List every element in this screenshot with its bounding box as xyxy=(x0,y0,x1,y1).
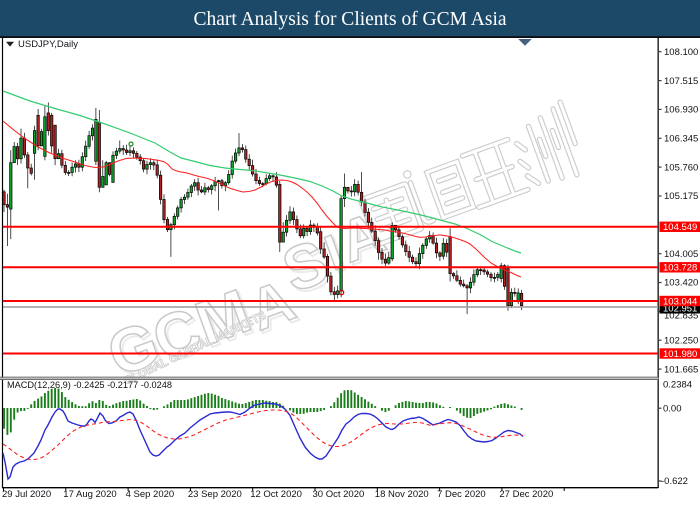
svg-text:29 Jul 2020: 29 Jul 2020 xyxy=(2,489,51,500)
svg-text:104.005: 104.005 xyxy=(664,249,698,260)
svg-text:0.2384: 0.2384 xyxy=(663,380,692,391)
svg-text:107.515: 107.515 xyxy=(664,76,698,87)
svg-text:104.549: 104.549 xyxy=(663,222,697,233)
svg-text:106.345: 106.345 xyxy=(664,134,698,145)
svg-text:101.980: 101.980 xyxy=(663,349,697,360)
svg-text:Chart Analysis for Clients of: Chart Analysis for Clients of GCM Asia xyxy=(193,9,506,30)
svg-text:103.728: 103.728 xyxy=(663,263,697,274)
svg-text:27 Dec 2020: 27 Dec 2020 xyxy=(499,489,553,500)
svg-text:17 Aug 2020: 17 Aug 2020 xyxy=(63,489,116,500)
svg-text:-0.622: -0.622 xyxy=(661,476,688,487)
svg-text:106.930: 106.930 xyxy=(664,105,698,116)
svg-text:18 Nov 2020: 18 Nov 2020 xyxy=(375,489,429,500)
svg-text:105.175: 105.175 xyxy=(664,191,698,202)
svg-text:101.665: 101.665 xyxy=(664,364,698,375)
svg-text:12 Oct 2020: 12 Oct 2020 xyxy=(250,489,302,500)
svg-text:MACD(12,26,9) -0.2425 -0.2177: MACD(12,26,9) -0.2425 -0.2177 -0.0248 xyxy=(7,380,172,390)
svg-text:7 Dec 2020: 7 Dec 2020 xyxy=(437,489,486,500)
svg-text:105.760: 105.760 xyxy=(664,162,698,173)
svg-text:0.00: 0.00 xyxy=(663,403,682,414)
svg-text:30 Oct 2020: 30 Oct 2020 xyxy=(313,489,365,500)
svg-text:103.044: 103.044 xyxy=(663,296,697,307)
svg-text:USDJPY,Daily: USDJPY,Daily xyxy=(18,39,78,50)
svg-text:4 Sep 2020: 4 Sep 2020 xyxy=(126,489,175,500)
svg-text:102.250: 102.250 xyxy=(664,335,698,346)
svg-text:23 Sep 2020: 23 Sep 2020 xyxy=(188,489,242,500)
svg-text:108.100: 108.100 xyxy=(664,47,698,58)
svg-text:103.420: 103.420 xyxy=(664,278,698,289)
